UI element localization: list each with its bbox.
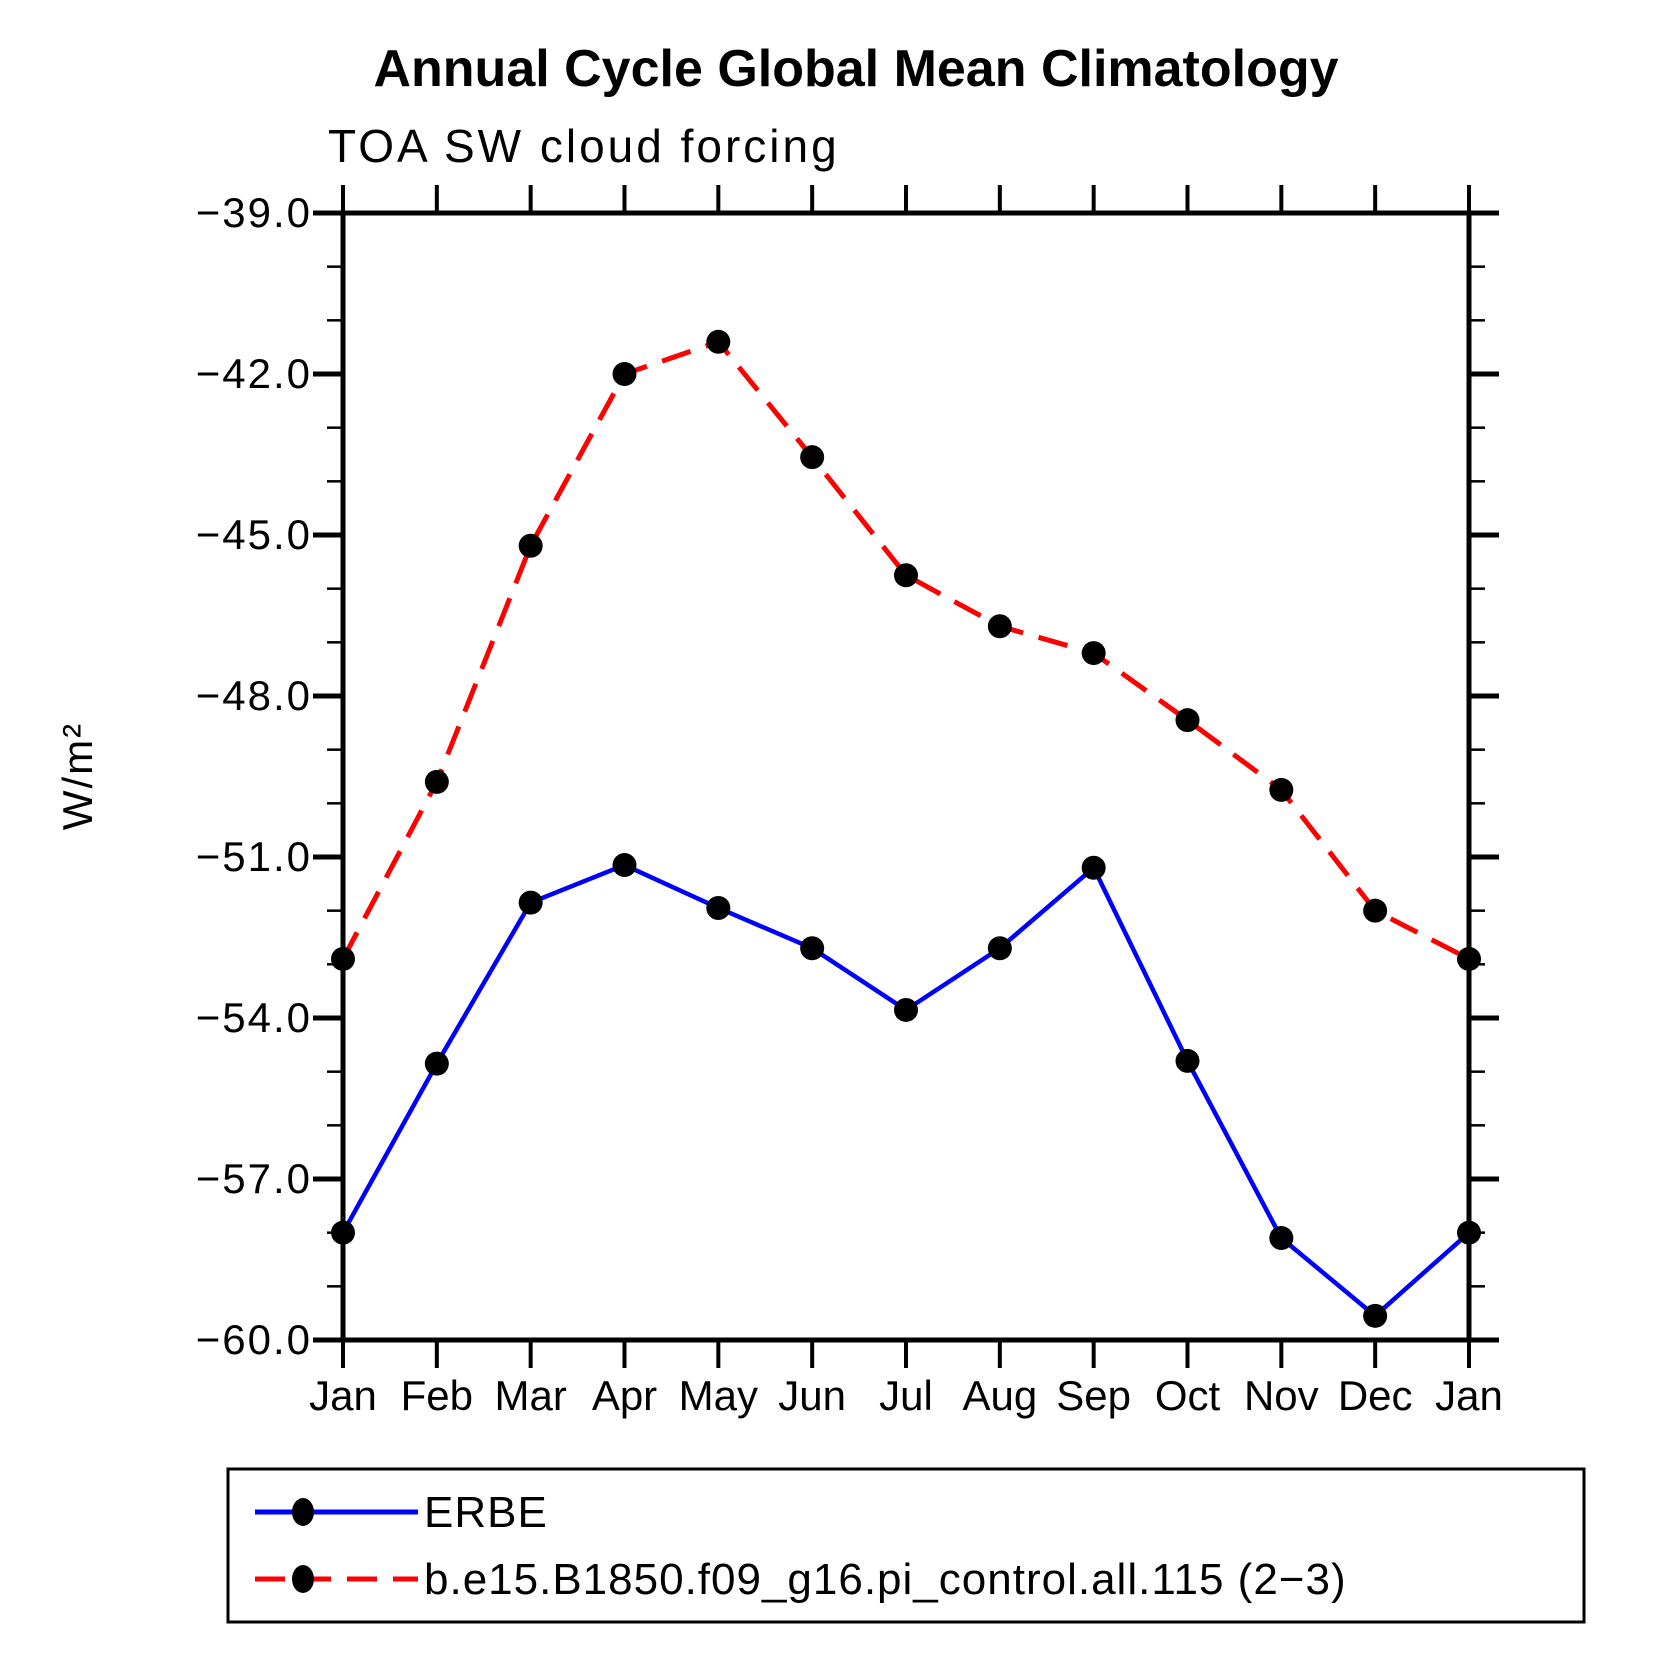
data-point-model xyxy=(424,769,449,794)
legend-label-erbe: ERBE xyxy=(424,1488,548,1537)
y-tick-label: −54.0 xyxy=(196,994,312,1041)
y-axis-label: W/m² xyxy=(54,722,101,830)
data-point-model xyxy=(331,946,355,971)
data-point-model xyxy=(894,563,918,588)
data-point-erbe xyxy=(518,890,543,915)
data-point-erbe xyxy=(1269,1226,1294,1251)
data-point-erbe xyxy=(894,997,918,1022)
data-point-model xyxy=(1175,708,1200,733)
chart-title: Annual Cycle Global Mean Climatology xyxy=(373,40,1338,98)
legend-border xyxy=(226,1467,1586,1624)
series-line-erbe xyxy=(341,862,1471,1319)
x-tick-label: Jan xyxy=(309,1372,377,1419)
x-tick-label: Jun xyxy=(778,1372,846,1419)
data-point-erbe xyxy=(331,1220,355,1245)
data-point-model xyxy=(518,533,543,558)
data-point-erbe xyxy=(612,853,637,878)
x-tick-label: Feb xyxy=(401,1372,473,1419)
data-point-model xyxy=(1081,641,1106,666)
y-tick-label: −57.0 xyxy=(196,1155,312,1202)
data-point-model xyxy=(1457,946,1481,971)
x-tick-label: Dec xyxy=(1338,1372,1413,1419)
legend-marker-model xyxy=(292,1565,314,1593)
y-tick-label: −60.0 xyxy=(196,1316,312,1363)
data-point-model xyxy=(800,445,825,470)
axis-box xyxy=(340,210,1472,1343)
data-point-erbe xyxy=(1363,1303,1388,1328)
y-tick-label: −42.0 xyxy=(196,350,312,397)
x-tick-label: Mar xyxy=(494,1372,566,1419)
legend-entry-erbe: ERBE xyxy=(255,1488,548,1537)
data-point-model xyxy=(987,614,1012,639)
data-point-model xyxy=(1269,777,1294,802)
x-tick-label: Jul xyxy=(879,1372,933,1419)
y-tick-label: −51.0 xyxy=(196,833,312,880)
x-tick-label: May xyxy=(679,1372,758,1419)
data-point-model xyxy=(612,362,637,386)
x-tick-label: Sep xyxy=(1056,1372,1131,1419)
x-tick-label: Jan xyxy=(1435,1372,1503,1419)
x-tick-label: Aug xyxy=(962,1372,1037,1419)
data-point-model xyxy=(1363,898,1388,923)
data-point-erbe xyxy=(800,936,825,961)
legend-label-model: b.e15.B1850.f09_g16.pi_control.all.115 (… xyxy=(424,1555,1347,1604)
x-tick-label: Apr xyxy=(592,1372,657,1419)
legend-entry-model: b.e15.B1850.f09_g16.pi_control.all.115 (… xyxy=(255,1555,1347,1604)
data-point-erbe xyxy=(424,1051,449,1076)
data-point-erbe xyxy=(706,895,731,920)
data-point-erbe xyxy=(987,936,1012,961)
data-point-erbe xyxy=(1081,855,1106,880)
y-tick-label: −45.0 xyxy=(196,511,312,558)
y-tick-label: −48.0 xyxy=(196,672,312,719)
data-point-model xyxy=(706,329,731,354)
x-tick-label: Oct xyxy=(1155,1372,1221,1419)
legend-marker-erbe xyxy=(292,1498,314,1526)
plot-area: Jan Feb Mar Apr May Jun Jul Aug Sep Oct Nov Dec Jan −… xyxy=(196,185,1503,1419)
x-tick-label: Nov xyxy=(1244,1372,1319,1419)
y-tick-label: −39.0 xyxy=(196,189,312,236)
data-point-erbe xyxy=(1457,1220,1481,1245)
chart-subtitle: TOA SW cloud forcing xyxy=(328,120,840,172)
legend-box: ERBE b.e15.B1850.f09_g16.pi_control.all.… xyxy=(226,1467,1586,1624)
series-line-model xyxy=(340,338,1471,962)
data-point-erbe xyxy=(1175,1048,1200,1073)
